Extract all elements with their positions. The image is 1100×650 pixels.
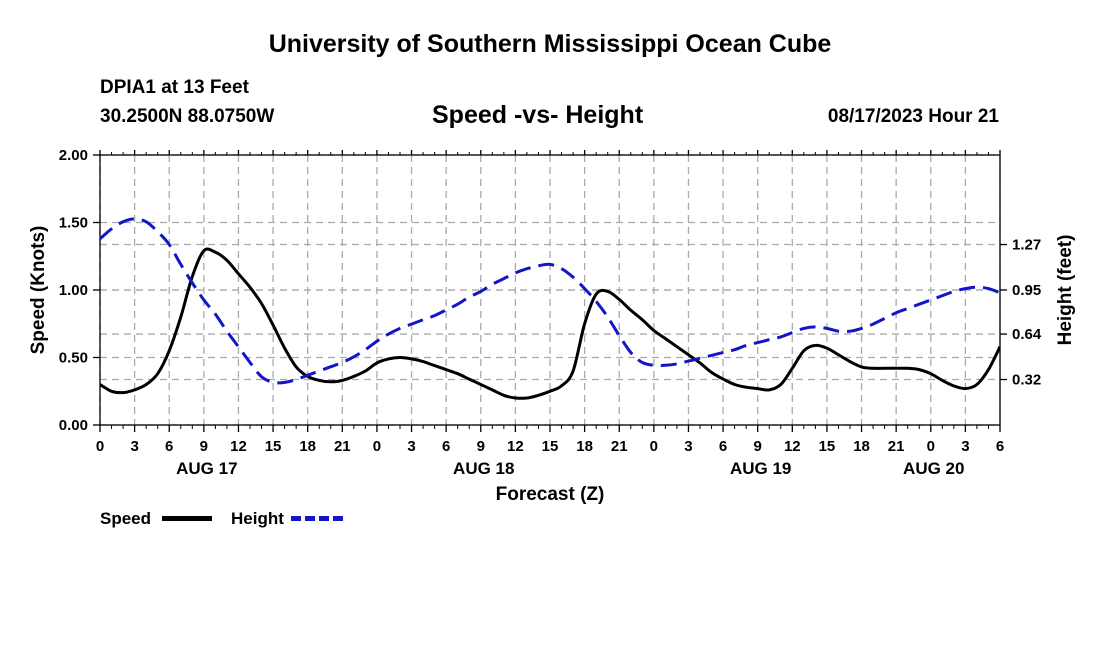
- station-coordinates: 30.2500N 88.0750W: [100, 106, 275, 127]
- x-tick-label: 0: [927, 438, 935, 455]
- x-axis-title: Forecast (Z): [496, 484, 605, 505]
- x-tick-label: 3: [684, 438, 692, 455]
- date-label: AUG 19: [730, 459, 791, 478]
- y2-tick-label: 0.95: [1012, 282, 1041, 299]
- legend-speed-swatch: [162, 516, 212, 521]
- x-tick-label: 0: [96, 438, 104, 455]
- series-line-speed: [100, 247, 1000, 400]
- legend-height-swatch: [291, 516, 343, 521]
- x-tick-label: 18: [299, 438, 316, 455]
- y-tick-label: 2.00: [59, 147, 88, 164]
- x-tick-label: 3: [961, 438, 969, 455]
- x-tick-label: 6: [165, 438, 173, 455]
- legend-height-label: Height: [231, 509, 284, 528]
- x-tick-label: 9: [477, 438, 485, 455]
- y-axis-title: Speed (Knots): [28, 226, 49, 355]
- x-tick-label: 3: [130, 438, 138, 455]
- station-label: DPIA1 at 13 Feet: [100, 77, 249, 98]
- y-tick-label: 1.50: [59, 215, 88, 232]
- date-label: AUG 17: [176, 459, 237, 478]
- x-tick-label: 0: [650, 438, 658, 455]
- axes: [93, 150, 1007, 432]
- page-title: University of Southern Mississippi Ocean…: [268, 30, 832, 58]
- x-tick-label: 12: [784, 438, 801, 455]
- grid: [99, 154, 1001, 426]
- x-tick-label: 9: [754, 438, 762, 455]
- x-tick-label: 6: [996, 438, 1004, 455]
- x-tick-label: 0: [373, 438, 381, 455]
- x-tick-label: 15: [542, 438, 559, 455]
- x-tick-label: 21: [611, 438, 628, 455]
- series: [100, 217, 1000, 400]
- date-label: AUG 20: [903, 459, 964, 478]
- x-tick-label: 18: [853, 438, 870, 455]
- y-tick-label: 0.50: [59, 350, 88, 367]
- y2-tick-label: 0.32: [1012, 372, 1041, 389]
- x-tick-label: 21: [334, 438, 351, 455]
- x-tick-label: 6: [442, 438, 450, 455]
- y-tick-label: 1.00: [59, 282, 88, 299]
- x-tick-label: 12: [507, 438, 524, 455]
- x-tick-label: 9: [200, 438, 208, 455]
- y2-tick-label: 1.27: [1012, 237, 1041, 254]
- y2-tick-label: 0.64: [1012, 326, 1042, 343]
- date-label: AUG 18: [453, 459, 514, 478]
- x-tick-label: 3: [407, 438, 415, 455]
- chart-subtitle: Speed -vs- Height: [432, 101, 644, 129]
- y2-axis-title: Height (feet): [1055, 235, 1076, 346]
- legend-speed-label: Speed: [100, 509, 152, 528]
- series-line-height: [100, 217, 1000, 385]
- labels: 0 3 6 9 12 15 18 21 0 3 6 9 12 15 18 21 0 3 6 9 12 15 18 21 0 3 6 0…: [28, 147, 1076, 505]
- x-tick-label: 15: [819, 438, 836, 455]
- x-tick-label: 15: [265, 438, 282, 455]
- forecast-datetime: 08/17/2023 Hour 21: [827, 106, 999, 127]
- x-tick-label: 12: [230, 438, 247, 455]
- x-tick-label: 18: [576, 438, 593, 455]
- x-tick-label: 21: [888, 438, 905, 455]
- y-tick-label: 0.00: [59, 417, 88, 434]
- x-tick-label: 6: [719, 438, 727, 455]
